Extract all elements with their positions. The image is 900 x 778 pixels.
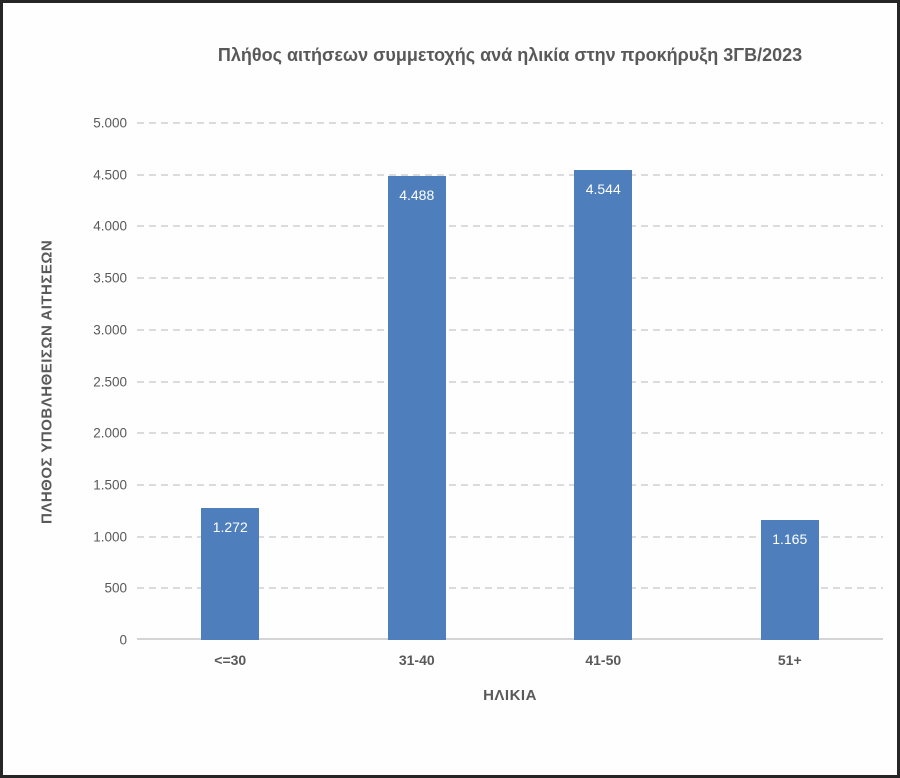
y-tick-label: 4.000 (93, 218, 127, 234)
bar-value-label: 1.165 (772, 530, 808, 547)
bar-value-label: 4.544 (585, 181, 621, 198)
y-tick-label: 500 (104, 580, 127, 596)
y-tick-label: 1.000 (93, 529, 127, 545)
bar-31-40: 4.488 (387, 175, 446, 640)
y-tick-label: 4.500 (93, 167, 127, 183)
bar-<=30: 1.272 (201, 508, 260, 640)
gridline (137, 535, 883, 538)
bar-41-50: 4.544 (574, 170, 633, 640)
gridline (137, 122, 883, 124)
x-axis-category-labels: <=30 31-40 41-50 51+ (137, 652, 883, 672)
x-category-label: <=30 (214, 652, 247, 668)
gridline (137, 225, 883, 228)
chart-title: Πλήθος αιτήσεων συμμετοχής ανά ηλικία στ… (217, 45, 803, 65)
gridline (137, 483, 883, 486)
y-tick-label: 3.500 (93, 270, 127, 286)
gridline (137, 587, 883, 590)
gridline (137, 173, 883, 176)
y-tick-label: 5.000 (93, 115, 127, 131)
y-axis-ticks: 0 500 1.000 1.500 2.000 2.500 3.000 3.500 4.000 4… (47, 116, 127, 648)
x-axis-baseline (137, 638, 883, 640)
y-tick-label: 2.000 (93, 425, 127, 441)
bar-51+: 1.165 (760, 519, 819, 640)
y-tick-label: 0 (119, 632, 127, 648)
y-tick-label: 2.500 (93, 374, 127, 389)
gridline (137, 328, 883, 331)
gridline (137, 380, 883, 383)
y-tick-label: 1.500 (93, 477, 127, 493)
bar-value-label: 1.272 (212, 519, 248, 536)
plot-area: 1.272 4.488 4.544 1.165 (137, 122, 883, 640)
gridline (137, 277, 883, 280)
x-category-label: 31-40 (398, 652, 435, 668)
y-tick-label: 3.000 (93, 322, 127, 338)
x-category-label: 51+ (777, 652, 802, 668)
bar-value-label: 4.488 (399, 186, 435, 203)
gridline (137, 432, 883, 435)
x-axis-title: ΗΛΙΚΙΑ (483, 687, 537, 704)
x-category-label: 41-50 (585, 652, 622, 668)
